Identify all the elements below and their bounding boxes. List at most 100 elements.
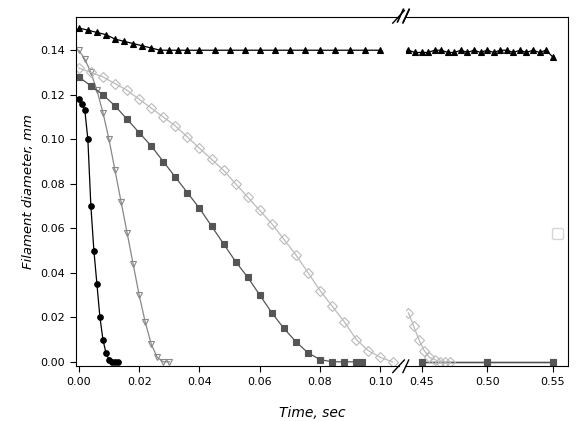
Line: GC3: GC3 — [75, 64, 396, 365]
Legend:  — [552, 228, 563, 239]
GC0 — [78, 101, 85, 106]
GC3 — [147, 106, 154, 111]
GC4 — [75, 25, 82, 30]
GC1 — [82, 56, 89, 61]
GC2 — [359, 359, 366, 364]
GC3 — [196, 146, 203, 151]
GC3 — [244, 195, 251, 200]
Text: Time, sec: Time, sec — [279, 406, 345, 420]
GC2 — [124, 117, 131, 122]
GC4 — [347, 48, 354, 53]
GC3 — [293, 253, 300, 258]
GC3 — [172, 123, 179, 128]
GC0 — [75, 97, 82, 102]
GC4 — [377, 48, 384, 53]
GC2 — [317, 357, 324, 362]
GC0 — [96, 315, 103, 320]
GC3 — [160, 115, 167, 120]
GC2 — [257, 293, 264, 298]
GC1 — [136, 293, 143, 298]
GC4 — [317, 48, 324, 53]
GC3 — [87, 70, 94, 75]
GC3 — [232, 181, 239, 186]
GC3 — [389, 359, 396, 364]
GC2 — [208, 224, 215, 229]
GC3 — [220, 168, 227, 173]
GC4 — [121, 39, 128, 44]
GC4 — [129, 41, 136, 46]
GC3 — [377, 355, 384, 360]
GC1 — [111, 168, 118, 173]
GC3 — [208, 157, 215, 162]
GC0 — [93, 281, 100, 286]
GC4 — [139, 43, 146, 48]
GC4 — [157, 48, 164, 53]
GC4 — [175, 48, 182, 53]
GC2 — [340, 359, 347, 364]
GC3 — [280, 237, 287, 242]
GC3 — [365, 348, 372, 353]
GC2 — [232, 259, 239, 264]
GC0 — [108, 359, 115, 364]
GC4 — [257, 48, 264, 53]
GC1 — [100, 110, 107, 115]
GC2 — [304, 350, 311, 355]
GC2 — [220, 241, 227, 246]
GC0 — [106, 357, 113, 362]
GC3 — [184, 134, 191, 139]
GC1 — [87, 70, 94, 75]
GC0 — [85, 137, 92, 142]
GC4 — [166, 48, 173, 53]
Line: GC4: GC4 — [76, 25, 383, 53]
GC2 — [111, 103, 118, 108]
GC4 — [362, 48, 369, 53]
GC3 — [136, 97, 143, 102]
GC1 — [129, 261, 136, 266]
GC3 — [340, 319, 347, 324]
GC2 — [268, 310, 275, 315]
GC2 — [136, 130, 143, 135]
GC4 — [85, 28, 92, 33]
GC4 — [286, 48, 293, 53]
GC3 — [100, 75, 107, 80]
GC2 — [87, 83, 94, 88]
GC4 — [184, 48, 191, 53]
GC2 — [196, 206, 203, 211]
GC4 — [226, 48, 233, 53]
GC0 — [90, 248, 97, 253]
Line: GC0: GC0 — [76, 96, 121, 365]
GC4 — [271, 48, 278, 53]
GC1 — [106, 137, 113, 142]
GC3 — [111, 81, 118, 86]
GC3 — [124, 88, 131, 93]
GC4 — [241, 48, 248, 53]
GC3 — [329, 304, 336, 309]
Y-axis label: Filament diameter, mm: Filament diameter, mm — [22, 114, 35, 269]
GC3 — [317, 288, 324, 293]
GC0 — [100, 337, 107, 342]
GC4 — [332, 48, 339, 53]
GC2 — [100, 92, 107, 97]
GC4 — [147, 45, 154, 51]
GC2 — [244, 275, 251, 280]
GC2 — [329, 359, 336, 364]
GC4 — [93, 30, 100, 35]
GC1 — [160, 359, 167, 364]
GC3 — [353, 337, 360, 342]
GC1 — [154, 355, 161, 360]
GC2 — [184, 190, 191, 195]
GC2 — [280, 326, 287, 331]
GC1 — [124, 230, 131, 235]
GC1 — [118, 199, 125, 204]
GC1 — [147, 341, 154, 346]
Line: GC1: GC1 — [75, 47, 173, 365]
GC1 — [93, 88, 100, 93]
GC3 — [268, 221, 275, 226]
GC4 — [103, 32, 110, 37]
GC2 — [172, 175, 179, 180]
GC2 — [160, 159, 167, 164]
GC1 — [166, 359, 173, 364]
GC1 — [142, 319, 149, 324]
GC4 — [301, 48, 308, 53]
GC2 — [75, 75, 82, 80]
